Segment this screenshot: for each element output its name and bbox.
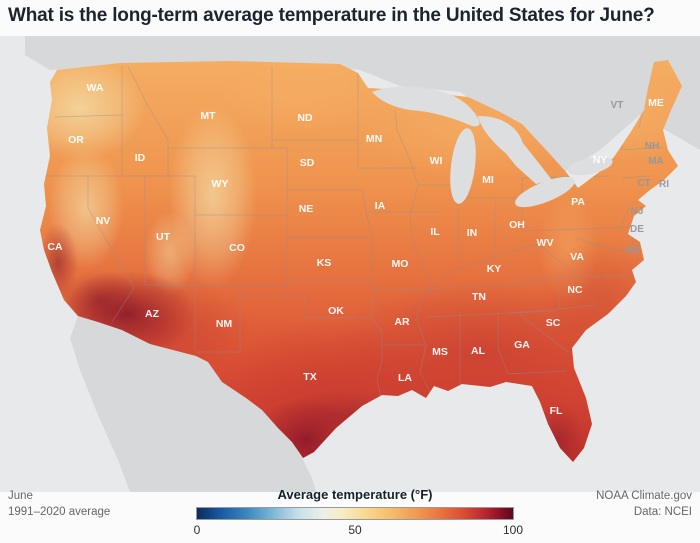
ontario-peninsula <box>500 130 552 184</box>
state-label-wy: WY <box>212 178 229 190</box>
state-labels-layer: WA OR ID MT WY NV UT CA AZ NM CO ND SD NE KS OK TX MN IA MO… <box>47 82 669 417</box>
state-label-mi: MI <box>482 174 494 186</box>
state-label-co: CO <box>229 242 245 254</box>
lake-erie <box>515 176 575 208</box>
state-label-wa: WA <box>87 82 104 94</box>
lake-michigan <box>450 128 476 204</box>
period-range: 1991–2020 average <box>8 505 111 518</box>
state-label-sc: SC <box>546 317 561 329</box>
state-label-nc: NC <box>567 284 583 296</box>
attribution: NOAA Climate.gov Data: NCEI <box>596 489 692 520</box>
state-label-nd: ND <box>297 112 313 124</box>
legend-title: Average temperature (°F) <box>277 487 433 502</box>
state-label-ca: CA <box>47 241 63 253</box>
state-label-wv: WV <box>537 237 554 249</box>
period-month: June <box>8 490 33 502</box>
state-label-ny: NY <box>593 154 608 166</box>
state-label-ri: RI <box>659 179 669 190</box>
state-label-de: DE <box>630 224 644 235</box>
state-label-ky: KY <box>487 263 502 275</box>
state-label-fl: FL <box>550 405 563 417</box>
mexico-landmass <box>70 316 316 492</box>
state-label-ms: MS <box>432 346 448 358</box>
state-label-al: AL <box>471 345 486 357</box>
state-label-in: IN <box>467 227 478 239</box>
state-label-ia: IA <box>375 200 386 212</box>
colorbar <box>196 507 514 520</box>
state-label-nm: NM <box>216 318 233 330</box>
great-lakes <box>372 86 613 208</box>
state-label-wi: WI <box>430 155 443 167</box>
state-borders <box>45 65 664 398</box>
state-label-ok: OK <box>328 305 344 317</box>
state-label-az: AZ <box>145 308 160 320</box>
state-label-mt: MT <box>200 110 216 122</box>
state-label-va: VA <box>570 251 584 263</box>
state-label-md: MD <box>625 245 641 256</box>
state-label-la: LA <box>398 372 412 384</box>
state-label-ma: MA <box>648 156 664 167</box>
attribution-source: NOAA Climate.gov <box>596 490 692 502</box>
state-label-ne: NE <box>299 203 314 215</box>
state-label-me: ME <box>648 97 664 109</box>
state-label-il: IL <box>430 226 440 238</box>
state-label-sd: SD <box>300 157 315 169</box>
state-label-nv: NV <box>96 215 111 227</box>
state-label-mn: MN <box>366 133 382 145</box>
colorbar-tick-100: 100 <box>502 523 524 537</box>
colorbar-tick-50: 50 <box>348 523 362 537</box>
state-label-nj: NJ <box>631 206 644 217</box>
lake-superior <box>372 86 480 127</box>
map-period-caption: June 1991–2020 average <box>8 489 110 520</box>
state-label-ct: CT <box>637 178 650 189</box>
page-title: What is the long-term average temperatur… <box>8 5 655 26</box>
state-label-mo: MO <box>392 258 409 270</box>
state-label-oh: OH <box>509 219 525 231</box>
state-label-tn: TN <box>472 291 486 303</box>
state-label-or: OR <box>68 134 84 146</box>
attribution-data: Data: NCEI <box>633 505 692 518</box>
state-label-ar: AR <box>394 316 410 328</box>
state-label-tx: TX <box>303 371 316 383</box>
state-label-pa: PA <box>571 196 585 208</box>
state-label-ga: GA <box>514 339 530 351</box>
state-label-ks: KS <box>317 257 332 269</box>
state-label-vt: VT <box>611 100 624 111</box>
state-label-ut: UT <box>156 231 171 243</box>
lake-ontario <box>567 156 613 176</box>
state-label-nh: NH <box>645 141 659 152</box>
colorbar-tick-0: 0 <box>193 523 201 537</box>
state-label-id: ID <box>135 152 146 164</box>
